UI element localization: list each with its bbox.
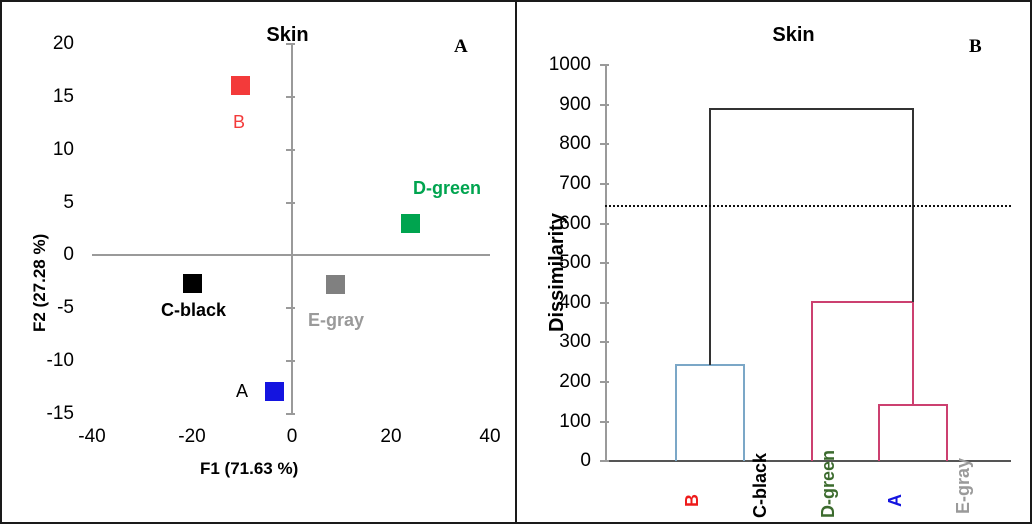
panel-b-ytick-0 <box>600 460 609 462</box>
panel-a-ylabel-10: 10 <box>52 139 74 160</box>
panel-b-ytick-300 <box>600 341 609 343</box>
panel-a-x-axis-title: F1 (71.63 %) <box>200 459 299 478</box>
panel-b-ytick-400 <box>600 302 609 304</box>
panel-b-ylabel-0: 0 <box>580 450 591 471</box>
panel-b-ytick-200 <box>600 381 609 383</box>
panel-a-ylabel-minus15: -15 <box>46 403 74 424</box>
panel-b-ytick-800 <box>600 143 609 145</box>
panel-a-ytick-minus5 <box>286 307 295 309</box>
pca-marker-a <box>265 382 284 401</box>
panel-b-ytick-100 <box>600 421 609 423</box>
panel-b-title: Skin <box>772 24 815 46</box>
dendro-link-dgreen-cluster2-top <box>811 301 913 303</box>
panel-a-ytick-minus15 <box>286 413 295 415</box>
panel-a-ylabel-15: 15 <box>52 86 74 107</box>
dendro-link-cluster2-stem <box>912 301 914 405</box>
pca-label-b: B <box>233 112 246 132</box>
panel-a-ylabel-0: 0 <box>63 244 74 265</box>
dendro-link-egray-stem <box>946 404 948 461</box>
panel-a-ytick-minus10 <box>286 360 295 362</box>
panel-b-ylabel-1000: 1000 <box>548 54 591 75</box>
panel-b-ylabel-700: 700 <box>559 173 591 194</box>
dendro-link-dgreen-stem <box>811 301 813 461</box>
panel-b-ytick-700 <box>600 183 609 185</box>
dendro-leaf-label-d-green: D-green <box>818 449 838 518</box>
dendro-leaf-label-e-gray: E-gray <box>953 457 973 514</box>
panel-a-xlabel-40: 40 <box>479 426 501 447</box>
dendro-leaf-label-b: B <box>682 494 702 507</box>
panel-b-ytick-1000 <box>600 64 609 66</box>
pca-label-d-green: D-green <box>413 178 482 198</box>
dendro-link-b-stem <box>675 364 677 461</box>
panel-a-ytick-10 <box>286 149 295 151</box>
pca-label-a: A <box>236 381 249 401</box>
panel-b-ylabel-500: 500 <box>559 252 591 273</box>
panel-b-ylabel-300: 300 <box>559 331 591 352</box>
panel-a-ylabel-5: 5 <box>63 192 74 213</box>
panel-b-dendrogram: Skin B Dissimilarity 1000 900 800 700 60… <box>516 0 1032 524</box>
panel-b-ylabel-200: 200 <box>559 371 591 392</box>
dendro-threshold-line <box>605 205 1011 207</box>
dendro-link-root-top <box>709 108 913 110</box>
panel-a-ylabel-20: 20 <box>52 33 74 54</box>
panel-a-ylabel-minus10: -10 <box>46 350 74 371</box>
panel-b-ytick-500 <box>600 262 609 264</box>
panel-b-ytick-900 <box>600 104 609 106</box>
panel-a-ytick-20 <box>286 43 295 45</box>
panel-b-ylabel-900: 900 <box>559 94 591 115</box>
pca-marker-d-green <box>401 214 420 233</box>
pca-marker-b <box>231 76 250 95</box>
panel-a-ytick-5 <box>286 202 295 204</box>
panel-a-xlabel-minus40: -40 <box>78 426 106 447</box>
pca-label-c-black: C-black <box>161 300 227 320</box>
panel-b-ylabel-100: 100 <box>559 411 591 432</box>
panel-b-baseline <box>605 460 1011 462</box>
panel-b-ytick-600 <box>600 223 609 225</box>
panel-b-ylabel-800: 800 <box>559 133 591 154</box>
panel-b-ylabel-600: 600 <box>559 213 591 234</box>
panel-a-pca: Skin A F2 (27.28 %) F1 (71.63 %) 20 15 1… <box>0 0 516 524</box>
dendro-leaf-label-a: A <box>885 494 905 507</box>
panel-a-vertical-axis <box>291 44 293 414</box>
dendro-link-a-stem <box>878 404 880 461</box>
dendro-link-cluster1-stem <box>709 108 711 365</box>
panel-b-ylabel-400: 400 <box>559 292 591 313</box>
pca-marker-c-black <box>183 274 202 293</box>
panel-b-letter: B <box>969 36 982 57</box>
pca-label-e-gray: E-gray <box>308 310 365 330</box>
panel-a-xlabel-20: 20 <box>380 426 402 447</box>
panel-a-ytick-15 <box>286 96 295 98</box>
panel-a-xlabel-minus20: -20 <box>178 426 206 447</box>
pca-marker-e-gray <box>326 275 345 294</box>
dendro-link-cblack-stem <box>743 364 745 461</box>
dendro-leaf-label-c-black: C-black <box>750 452 770 518</box>
panel-a-ylabel-minus5: -5 <box>57 297 74 318</box>
panel-a-xlabel-0: 0 <box>286 426 298 447</box>
panel-a-title: Skin <box>266 24 309 46</box>
panel-a-letter: A <box>454 36 468 57</box>
